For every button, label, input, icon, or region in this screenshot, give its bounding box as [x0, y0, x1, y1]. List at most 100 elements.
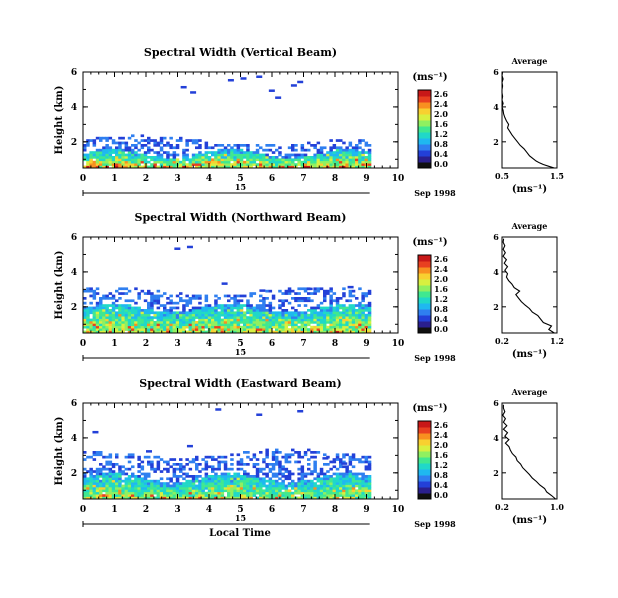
heatmap-cell — [275, 475, 279, 478]
heatmap-cell — [297, 451, 301, 454]
heatmap-cell — [335, 160, 340, 164]
heatmap-cell — [86, 455, 90, 459]
heatmap-cell — [204, 151, 209, 154]
heatmap-cell — [252, 160, 257, 164]
heatmap-cell — [83, 482, 87, 485]
heatmap-cell — [291, 323, 295, 327]
heatmap-cell — [204, 494, 209, 497]
heatmap-cell — [284, 491, 289, 495]
heatmap-cell — [310, 309, 314, 312]
colorbar-tick-label: 1.2 — [434, 294, 448, 304]
heatmap-cell — [271, 297, 276, 300]
heatmap-cell — [185, 472, 189, 476]
heatmap-cell — [252, 330, 257, 334]
heatmap-cell — [236, 460, 241, 464]
heatmap-cell — [364, 160, 369, 164]
heatmap-cell — [332, 465, 337, 469]
heatmap-cell — [259, 482, 263, 485]
heatmap-cell — [335, 321, 340, 324]
heatmap-cell — [361, 321, 365, 324]
heatmap-cell — [134, 165, 138, 169]
heatmap-cell — [233, 482, 237, 485]
heatmap-cell — [307, 494, 311, 497]
heatmap-cell — [201, 467, 205, 471]
heatmap-cell — [345, 487, 349, 490]
heatmap-cell — [236, 151, 241, 154]
heatmap-cell — [217, 160, 221, 164]
heatmap-cell — [355, 156, 359, 159]
heatmap-cell — [102, 477, 106, 481]
heatmap-cell — [108, 323, 113, 327]
heatmap-cell — [99, 487, 103, 490]
heatmap-cell — [163, 165, 167, 169]
heatmap-cell — [243, 479, 247, 483]
heatmap-cell — [220, 455, 225, 459]
heatmap-cell — [166, 301, 170, 305]
heatmap-cell — [275, 487, 279, 490]
heatmap-cell — [118, 165, 122, 169]
heatmap-cell — [268, 148, 273, 152]
heatmap-cell — [355, 479, 359, 483]
heatmap-cell — [214, 482, 218, 485]
heatmap-cell — [134, 487, 138, 490]
heatmap-cell — [236, 323, 241, 327]
sparse-echo — [146, 450, 152, 453]
heatmap-cell — [195, 467, 199, 471]
heatmap-cell — [220, 328, 225, 331]
heatmap-cell — [223, 325, 228, 329]
heatmap-cell — [332, 491, 337, 495]
heatmap-cell — [105, 318, 109, 322]
heatmap-cell — [220, 160, 225, 164]
heatmap-cell — [92, 484, 97, 488]
heatmap-cell — [271, 463, 276, 466]
heatmap-cell — [150, 491, 154, 495]
heatmap-cell — [137, 313, 141, 317]
heatmap-cell — [95, 451, 100, 454]
heatmap-cell — [127, 467, 132, 471]
heatmap-cell — [163, 494, 167, 497]
heatmap-cell — [236, 299, 241, 303]
heatmap-cell — [121, 489, 125, 493]
heatmap-cell — [92, 328, 97, 331]
heatmap-cell — [140, 144, 145, 147]
heatmap-cell — [281, 328, 285, 331]
heatmap-cell — [307, 160, 311, 164]
heatmap-cell — [108, 156, 113, 159]
heatmap-cell — [124, 309, 129, 312]
heatmap-cell — [255, 304, 260, 307]
heatmap-cell — [329, 287, 333, 291]
heatmap-cell — [303, 299, 308, 303]
heatmap-cell — [163, 309, 167, 312]
heatmap-cell — [348, 299, 353, 303]
x-tick-label: 0 — [80, 174, 86, 184]
heatmap-cell — [195, 316, 199, 319]
heatmap-cell — [339, 328, 343, 331]
colorbar-frame — [417, 89, 432, 169]
heatmap-cell — [316, 153, 321, 157]
y-tick-label: 4 — [71, 434, 77, 444]
heatmap-cell — [115, 489, 119, 493]
heatmap-cell — [297, 163, 301, 166]
heatmap-cell — [86, 323, 90, 327]
heatmap-cell — [249, 482, 253, 485]
heatmap-cell — [108, 463, 113, 466]
heatmap-cell — [185, 139, 189, 142]
heatmap-cell — [201, 165, 205, 169]
heatmap-cell — [294, 482, 298, 485]
heatmap-cell — [156, 318, 161, 322]
heatmap-cell — [143, 313, 148, 317]
heatmap-cell — [223, 318, 228, 322]
heatmap-cell — [361, 156, 365, 159]
heatmap-cell — [147, 141, 151, 145]
heatmap-cell — [275, 321, 279, 324]
heatmap-cell — [99, 323, 103, 327]
heatmap-cell — [83, 306, 87, 310]
heatmap-cell — [172, 165, 177, 169]
heatmap-cell — [137, 318, 141, 322]
heatmap-cell — [111, 156, 116, 159]
heatmap-cell — [239, 316, 244, 319]
heatmap-cell — [156, 297, 161, 300]
heatmap-cell — [124, 455, 129, 459]
heatmap-cell — [166, 463, 170, 466]
heatmap-cell — [191, 139, 196, 142]
